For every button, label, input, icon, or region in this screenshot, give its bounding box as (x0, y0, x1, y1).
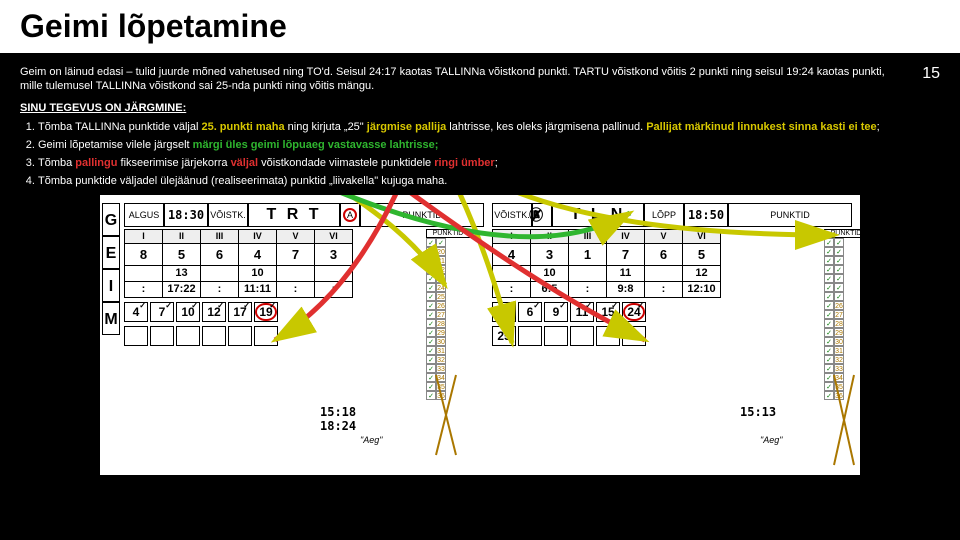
lopp-label: LÕPP (644, 203, 684, 227)
scoresheet: GEIM ALGUS 18:30 VÕISTK. T R T A PUNKTID… (100, 195, 860, 475)
slide-content: 15 Geim on läinud edasi – tulid juurde m… (0, 53, 960, 475)
team-a-last-serve: 19 (254, 302, 278, 322)
team-b-lineup-table: IIIIIIIVVVI 431765 101112 :6:5:9:8:12:10 (492, 229, 721, 298)
points-col-a1: PUNKTID ✓✓✓20✓21✓22✓23✓24✓25✓26✓27✓28✓29… (426, 229, 470, 400)
geim-vertical-label: GEIM (102, 203, 120, 335)
instructions-heading: SINU TEGEVUS ON JÄRGMINE: (20, 102, 940, 114)
team-b-letter: Ⓑ✗ (532, 203, 552, 227)
aeg-label-b: "Aeg" (760, 435, 782, 445)
team-a-letter: A (340, 203, 360, 227)
step-4: Tõmba punktide väljadel ülejäänud (reali… (38, 174, 940, 188)
instructions-list: Tõmba TALLINNa punktide väljal 25. punkt… (38, 120, 940, 189)
intro-paragraph: Geim on läinud edasi – tulid juurde mõne… (20, 65, 900, 94)
team-b-name: T L N (552, 203, 644, 227)
team-b-half: VÕISTK. Ⓑ✗ T L N LÕPP 18:50 PUNKTID IIII… (492, 203, 852, 346)
team-b-extra-25: 25 (492, 326, 516, 346)
team-b-last-serve: 24 (622, 302, 646, 322)
scoresheet-container: GEIM ALGUS 18:30 VÕISTK. T R T A PUNKTID… (100, 195, 860, 475)
step-3: Tõmba pallingu fikseerimise järjekorra v… (38, 156, 940, 170)
page-title: Geimi lõpetamine (20, 8, 940, 45)
team-b-serve-row-2: 25 (492, 326, 852, 346)
page-number: 15 (922, 65, 940, 83)
points-col-b1: PUNKTID ✓✓✓✓✓✓✓✓✓✓✓✓✓✓✓26✓27✓28✓29✓30✓31… (824, 229, 868, 400)
slide-header: Geimi lõpetamine (0, 0, 960, 53)
punktid-label-b: PUNKTID (728, 203, 852, 227)
algus-label: ALGUS (124, 203, 164, 227)
punktid-label-a: PUNKTID (360, 203, 484, 227)
start-time: 18:30 (164, 203, 208, 227)
team-b-timeouts: 15:13 (740, 405, 776, 419)
team-a-lineup-table: IIIIIIIVVVI 856473 1310 :17:22:11:11:: (124, 229, 353, 298)
aeg-label-a: "Aeg" (360, 435, 382, 445)
voistk-label-a: VÕISTK. (208, 203, 248, 227)
step-1: Tõmba TALLINNa punktide väljal 25. punkt… (38, 120, 940, 134)
team-a-timeouts: 15:18 18:24 (320, 405, 356, 433)
team-b-serve-row: 5 6 9 11 15 24 (492, 302, 852, 322)
team-a-name: T R T (248, 203, 340, 227)
end-time: 18:50 (684, 203, 728, 227)
step-2: Geimi lõpetamise vilele järgselt märgi ü… (38, 138, 940, 152)
voistk-label-b: VÕISTK. (492, 203, 532, 227)
